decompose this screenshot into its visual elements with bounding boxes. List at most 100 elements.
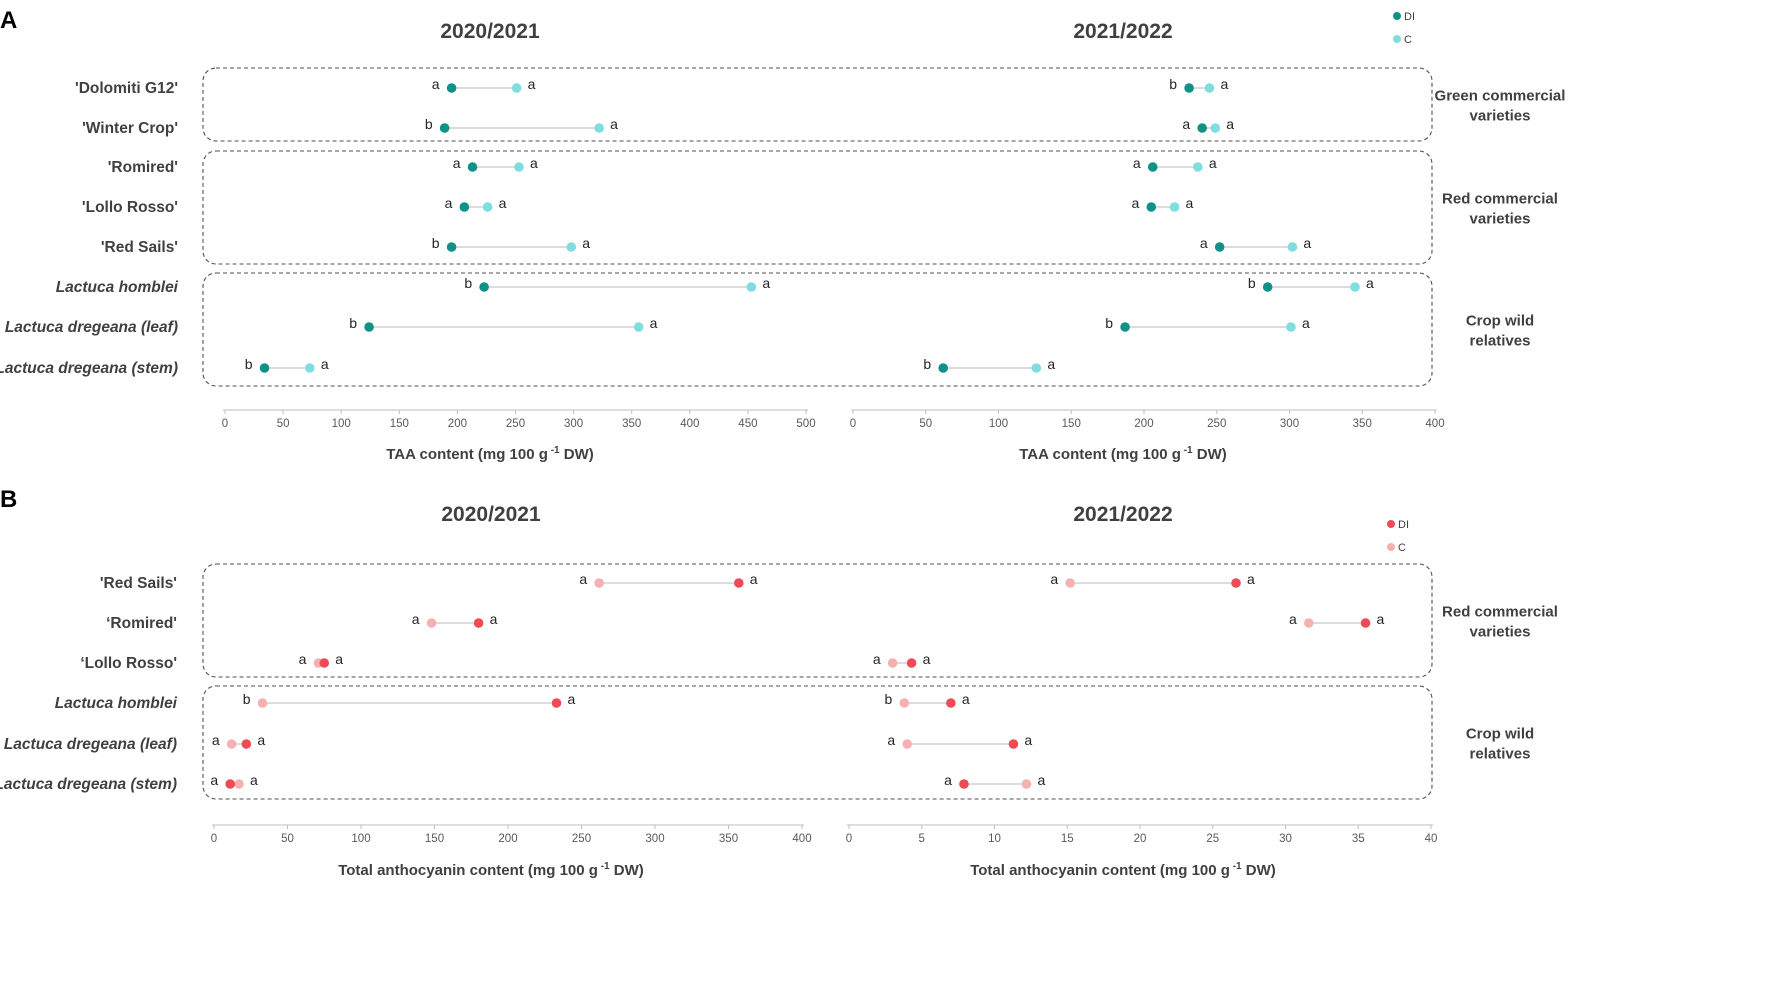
sig-letter-c: a	[887, 732, 895, 748]
sig-letter-di: a	[962, 691, 970, 707]
sig-letter-c: a	[1050, 571, 1058, 587]
sig-letter-c: a	[528, 76, 536, 92]
x-tick-label: 15	[1061, 833, 1074, 845]
x-tick-label: 100	[332, 418, 351, 430]
point-c	[511, 83, 522, 93]
sig-letter-c: a	[579, 571, 587, 587]
legend-marker-di	[1393, 12, 1401, 20]
subplot-title: 2021/2022	[1073, 503, 1172, 526]
group-label: varieties	[1470, 211, 1531, 228]
subplot-1: 2020/2021 0 50 100 150 200 250 300 350 400 450 500 T…	[222, 20, 816, 463]
point-c	[633, 322, 644, 332]
x-tick-label: 50	[277, 418, 290, 430]
x-axis-title: Total anthocyanin content (mg 100 g -1 D…	[970, 861, 1276, 879]
point-c	[514, 162, 524, 172]
point-c	[257, 698, 268, 708]
x-tick-label: 250	[572, 833, 591, 845]
row-label: ‘Romired'	[106, 615, 177, 632]
sig-letter-c: a	[1209, 155, 1217, 171]
sig-letter-di: b	[245, 356, 253, 372]
panel-a: A DI C Green commercial varieties Red commerc…	[0, 7, 1565, 463]
point-di	[479, 282, 489, 292]
sig-letter-di: b	[349, 315, 357, 331]
point-c	[1350, 282, 1360, 292]
sig-letter-c: a	[212, 732, 220, 748]
sig-letter-c: a	[250, 772, 258, 788]
x-tick-label: 350	[1353, 418, 1372, 430]
x-tick-label: 100	[989, 418, 1008, 430]
point-c	[902, 739, 912, 749]
x-tick-label: 0	[846, 833, 852, 845]
panel-letter: B	[0, 486, 17, 513]
subplot-1: 2020/2021 0 50 100 150 200 250 300 350 400 Total a…	[210, 503, 811, 879]
x-axis-title: TAA content (mg 100 g -1 DW)	[1019, 445, 1227, 463]
point-c	[1303, 618, 1314, 628]
sig-letter-c: a	[650, 315, 658, 331]
sig-letter-di: b	[1169, 76, 1177, 92]
sig-letter-di: a	[1024, 732, 1032, 748]
point-c	[1287, 242, 1298, 252]
sig-letter-di: a	[1133, 155, 1141, 171]
x-tick-label: 5	[919, 833, 925, 845]
x-tick-label: 400	[1425, 418, 1444, 430]
point-di	[946, 698, 956, 708]
row-label: Lactuca dregeana (stem)	[0, 776, 177, 793]
legend-marker-c	[1387, 543, 1395, 551]
sig-letter-di: a	[1247, 571, 1255, 587]
legend-marker-di	[1387, 520, 1395, 528]
group-box	[202, 685, 1433, 800]
sig-letter-c: a	[321, 356, 329, 372]
point-c	[1210, 123, 1221, 133]
point-di	[459, 202, 470, 212]
point-di	[319, 658, 330, 668]
group-label: Crop wild	[1466, 313, 1534, 330]
point-di	[1214, 242, 1225, 252]
group-label: Crop wild	[1466, 726, 1534, 743]
sig-letter-di: b	[1248, 275, 1256, 291]
sig-letter-c: a	[610, 116, 618, 132]
point-di	[733, 578, 744, 588]
sig-letter-di: a	[750, 571, 758, 587]
sig-letter-c: a	[582, 235, 590, 251]
sig-letter-di: b	[432, 235, 440, 251]
sig-letter-di: a	[944, 772, 952, 788]
group-box	[202, 67, 1433, 142]
point-di	[1184, 83, 1194, 93]
point-di	[364, 322, 374, 332]
sig-letter-di: a	[490, 611, 498, 627]
point-di	[1008, 739, 1019, 749]
row-label: 'Red Sails'	[100, 575, 177, 592]
sig-letter-c: a	[1220, 76, 1228, 92]
point-c	[566, 242, 577, 252]
point-di	[446, 242, 457, 252]
point-c	[1031, 363, 1042, 373]
sig-letter-c: a	[499, 195, 507, 211]
point-c	[1021, 779, 1032, 789]
sig-letter-c: b	[243, 691, 251, 707]
group-label: Green commercial	[1435, 88, 1566, 105]
row-label: 'Romired'	[108, 159, 178, 176]
row-label: Lactuca dregeana (leaf)	[4, 736, 177, 753]
subplot-title: 2020/2021	[441, 503, 541, 526]
point-c	[1193, 162, 1203, 172]
point-c	[887, 658, 898, 668]
point-di	[241, 739, 252, 749]
sig-letter-c: a	[873, 651, 881, 667]
legend-label-di: DI	[1404, 11, 1415, 23]
row-label: 'Lollo Rosso'	[82, 199, 178, 216]
x-tick-label: 450	[738, 418, 757, 430]
x-tick-label: 300	[564, 418, 583, 430]
row-label: Lactuca dregeana (stem)	[0, 360, 178, 377]
x-tick-label: 250	[506, 418, 525, 430]
subplot-title: 2021/2022	[1073, 20, 1172, 43]
point-di	[1360, 618, 1371, 628]
sig-letter-di: a	[445, 195, 453, 211]
point-c	[1286, 322, 1296, 332]
sig-letter-di: a	[1182, 116, 1190, 132]
x-tick-label: 0	[222, 418, 228, 430]
point-c	[899, 698, 910, 708]
x-tick-label: 0	[850, 418, 856, 430]
point-di	[906, 658, 917, 668]
sig-letter-c: a	[299, 651, 307, 667]
row-label: 'Dolomiti G12'	[75, 80, 178, 97]
